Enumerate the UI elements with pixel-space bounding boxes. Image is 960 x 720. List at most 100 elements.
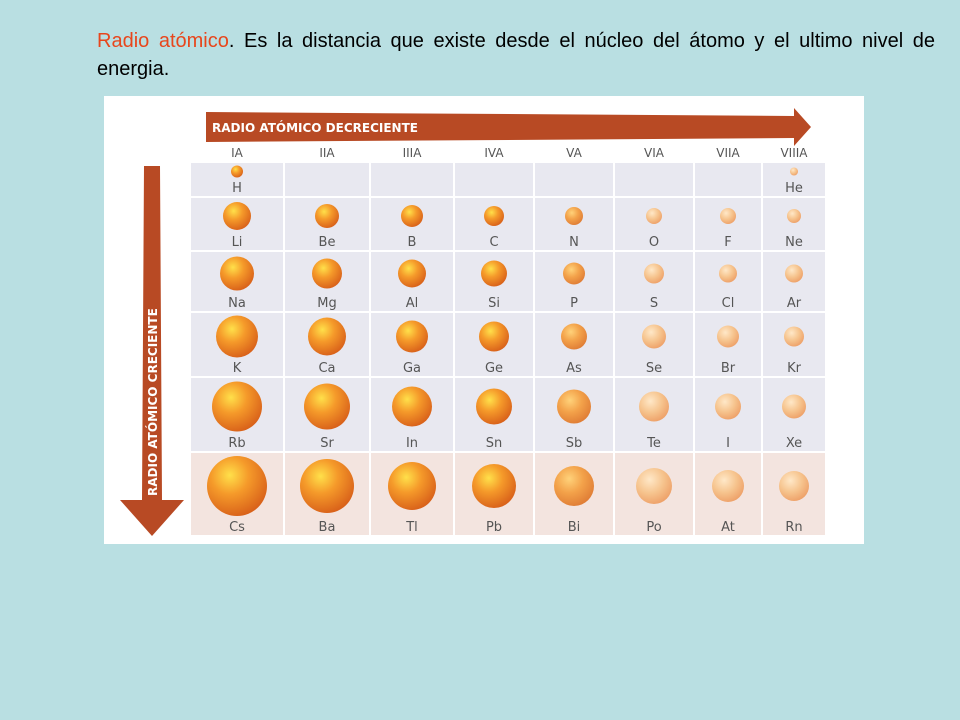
element-symbol-ca: Ca	[318, 361, 335, 376]
atom-n	[565, 207, 583, 225]
element-symbol-te: Te	[646, 436, 661, 451]
arrow-increasing	[120, 166, 184, 536]
atom-tl	[388, 462, 436, 510]
atomic-radius-figure: RADIO ATÓMICO DECRECIENTE RADIO ATÓMICO …	[104, 96, 864, 544]
period-row-bg	[190, 197, 826, 251]
element-symbol-xe: Xe	[786, 436, 802, 451]
element-symbol-h: H	[232, 181, 242, 196]
atom-se	[642, 324, 666, 349]
element-symbol-pb: Pb	[486, 520, 502, 535]
atom-k	[216, 315, 258, 358]
element-symbol-cs: Cs	[229, 520, 245, 535]
period-row-bg	[190, 251, 826, 312]
atom-rb	[212, 381, 262, 432]
atom-ca	[308, 317, 346, 356]
atom-cl	[719, 264, 737, 283]
element-symbol-f: F	[724, 235, 731, 250]
atom-sr	[304, 383, 350, 430]
element-symbol-rn: Rn	[785, 520, 802, 535]
atom-rn	[779, 471, 809, 501]
group-header-via: VIA	[644, 146, 665, 160]
group-header-iva: IVA	[484, 146, 504, 160]
element-symbol-sr: Sr	[320, 436, 334, 451]
element-symbol-ne: Ne	[785, 235, 803, 250]
element-symbol-ba: Ba	[319, 520, 336, 535]
atom-ar	[785, 264, 803, 283]
atomic-radius-diagram: RADIO ATÓMICO DECRECIENTE RADIO ATÓMICO …	[120, 108, 827, 537]
atom-si	[481, 260, 507, 287]
element-symbol-sb: Sb	[566, 436, 583, 451]
group-header-viia: VIIA	[716, 146, 740, 160]
group-header-ia: IA	[231, 146, 244, 160]
arrow-increasing-label: RADIO ATÓMICO CRECIENTE	[145, 308, 160, 496]
atom-i	[715, 393, 741, 420]
atom-po	[636, 468, 672, 504]
atom-o	[646, 208, 662, 224]
element-symbol-as: As	[566, 361, 582, 376]
period-row-bg	[190, 162, 826, 197]
element-symbol-al: Al	[406, 296, 419, 311]
element-symbol-c: C	[489, 235, 498, 250]
atom-as	[561, 323, 587, 350]
atom-in	[392, 386, 432, 427]
element-symbol-o: O	[649, 235, 659, 250]
group-header-iiia: IIIA	[403, 146, 423, 160]
element-grid: IA IIA IIIA IVA VA VIA VIIA VIIIA H He Li Be B C N O F Ne…	[189, 146, 827, 537]
group-header-va: VA	[566, 146, 582, 160]
element-symbol-rb: Rb	[228, 436, 245, 451]
atom-sn	[476, 388, 512, 425]
element-symbol-bi: Bi	[568, 520, 581, 535]
group-header-iia: IIA	[319, 146, 335, 160]
element-symbol-p: P	[570, 296, 578, 311]
atom-s	[644, 263, 664, 284]
element-symbol-ge: Ge	[485, 361, 503, 376]
element-symbol-tl: Tl	[405, 520, 418, 535]
element-symbol-in: In	[406, 436, 418, 451]
atom-ne	[787, 209, 801, 223]
element-symbol-se: Se	[646, 361, 662, 376]
element-symbol-na: Na	[228, 296, 246, 311]
atom-xe	[782, 394, 806, 419]
atom-te	[639, 391, 669, 422]
atom-ba	[300, 459, 354, 513]
caption-text: . Es la distancia que existe desde el nú…	[97, 30, 935, 80]
element-symbol-cl: Cl	[722, 296, 735, 311]
atom-bi	[554, 466, 594, 506]
element-symbol-kr: Kr	[787, 361, 802, 376]
element-symbol-br: Br	[721, 361, 736, 376]
atom-he	[790, 167, 798, 176]
arrow-decreasing-label: RADIO ATÓMICO DECRECIENTE	[212, 120, 418, 135]
atom-na	[220, 256, 254, 291]
element-symbol-b: B	[408, 235, 417, 250]
element-symbol-si: Si	[488, 296, 500, 311]
atom-kr	[784, 326, 804, 347]
element-symbol-po: Po	[646, 520, 661, 535]
atom-h	[231, 165, 243, 178]
atom-br	[717, 325, 739, 348]
element-symbol-k: K	[233, 361, 242, 376]
atom-c	[484, 206, 504, 226]
atom-f	[720, 208, 736, 224]
atom-mg	[312, 258, 342, 289]
element-symbol-sn: Sn	[486, 436, 503, 451]
element-symbol-n: N	[569, 235, 579, 250]
element-symbol-mg: Mg	[317, 296, 336, 311]
atom-al	[398, 259, 426, 288]
group-header-viiia: VIIIA	[780, 146, 808, 160]
caption: Radio atómico. Es la distancia que exist…	[97, 27, 935, 83]
atom-sb	[557, 389, 591, 424]
element-symbol-ar: Ar	[787, 296, 802, 311]
atom-ge	[479, 321, 509, 352]
element-symbol-li: Li	[232, 235, 243, 250]
atom-b	[401, 205, 423, 227]
element-symbol-he: He	[785, 181, 803, 196]
atom-cs	[207, 456, 267, 516]
atom-at	[712, 470, 744, 502]
element-symbol-i: I	[726, 436, 730, 451]
element-symbol-ga: Ga	[403, 361, 421, 376]
caption-term: Radio atómico	[97, 30, 229, 52]
atom-li	[223, 202, 251, 230]
atom-be	[315, 204, 339, 228]
atom-p	[563, 262, 585, 285]
period-row-bg	[190, 312, 826, 377]
